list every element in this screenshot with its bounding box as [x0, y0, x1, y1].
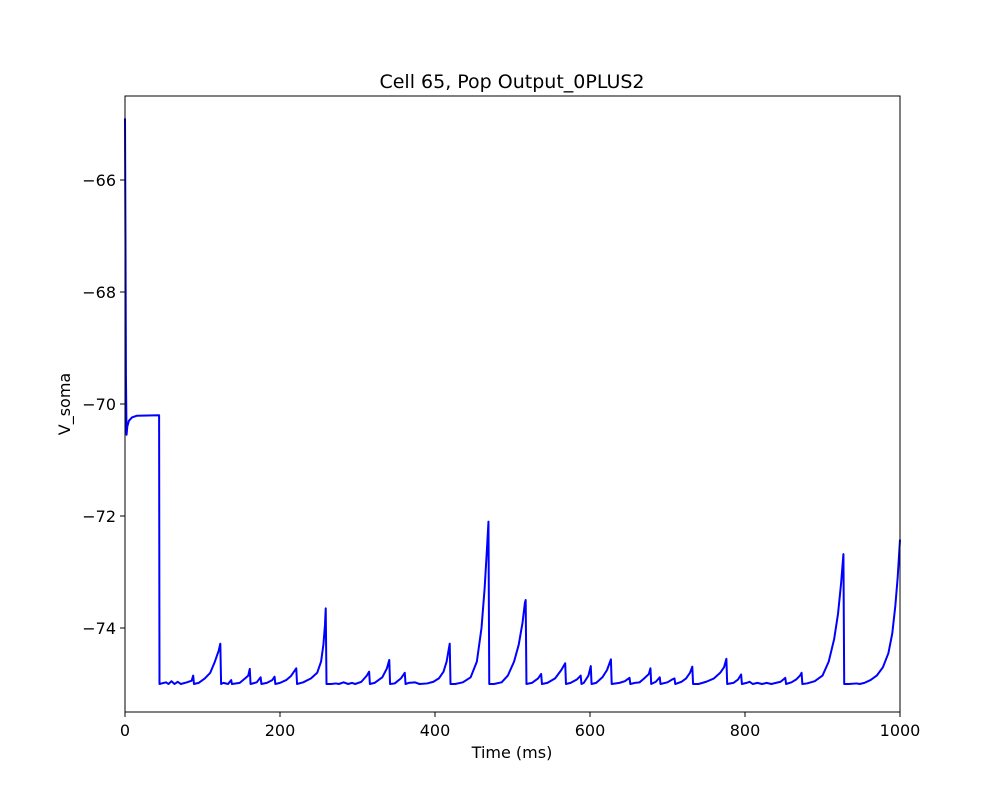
y-tick-label: −70 — [82, 395, 116, 414]
x-axis-label: Time (ms) — [471, 743, 553, 762]
x-axis: 0 200 400 600 800 1000 — [120, 712, 920, 740]
x-tick-label: 1000 — [880, 721, 921, 740]
y-tick-label: −66 — [82, 171, 116, 190]
chart-title: Cell 65, Pop Output_0PLUS2 — [379, 71, 644, 93]
x-tick-label: 400 — [420, 721, 451, 740]
y-tick-label: −68 — [82, 283, 116, 302]
series-layer — [124, 118, 901, 685]
x-tick-label: 800 — [730, 721, 761, 740]
series-line-0 — [124, 118, 901, 685]
x-tick-label: 0 — [120, 721, 130, 740]
y-tick-label: −74 — [82, 619, 116, 638]
y-tick-label: −72 — [82, 507, 116, 526]
x-tick-label: 600 — [575, 721, 606, 740]
y-axis-label: V_soma — [55, 373, 75, 435]
x-tick-label: 200 — [265, 721, 296, 740]
y-axis: −74 −72 −70 −68 −66 — [82, 171, 125, 638]
